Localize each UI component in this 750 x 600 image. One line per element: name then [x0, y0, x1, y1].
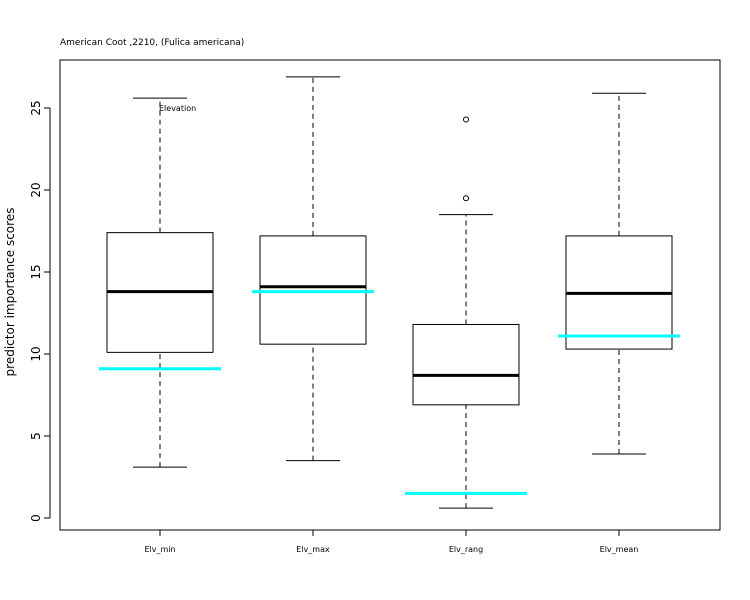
y-tick-label: 10: [29, 346, 43, 361]
x-tick-label: Elv_rang: [449, 545, 483, 554]
x-tick-label: Elv_max: [296, 545, 330, 554]
annotations-layer: Elevation: [159, 104, 196, 113]
y-tick-label: 15: [29, 264, 43, 279]
y-axis: 0 5 10 15 20 25: [29, 100, 51, 522]
chart-title: American Coot ,2210, (Fulica americana): [60, 38, 244, 48]
box-group: [405, 116, 527, 509]
x-tick-label: Elv_mean: [600, 545, 639, 554]
box-iqr: [412, 323, 520, 406]
y-tick-label: 25: [29, 100, 43, 115]
x-tick-label: Elv_min: [144, 545, 175, 554]
box-group: [252, 76, 374, 462]
box-group: [558, 92, 680, 455]
outlier-point: [463, 195, 469, 202]
y-tick-label: 20: [29, 182, 43, 197]
y-axis-label: predictor importance scores: [3, 208, 17, 377]
annotation-label: Elevation: [159, 104, 196, 113]
y-tick-label: 0: [29, 514, 43, 522]
x-axis: Elv_min Elv_max Elv_rang Elv_mean: [144, 529, 639, 554]
boxes-layer: [99, 76, 680, 509]
box-group: [99, 97, 221, 468]
y-tick-label: 5: [29, 432, 43, 440]
outlier-point: [463, 116, 469, 123]
box-iqr: [259, 235, 367, 345]
